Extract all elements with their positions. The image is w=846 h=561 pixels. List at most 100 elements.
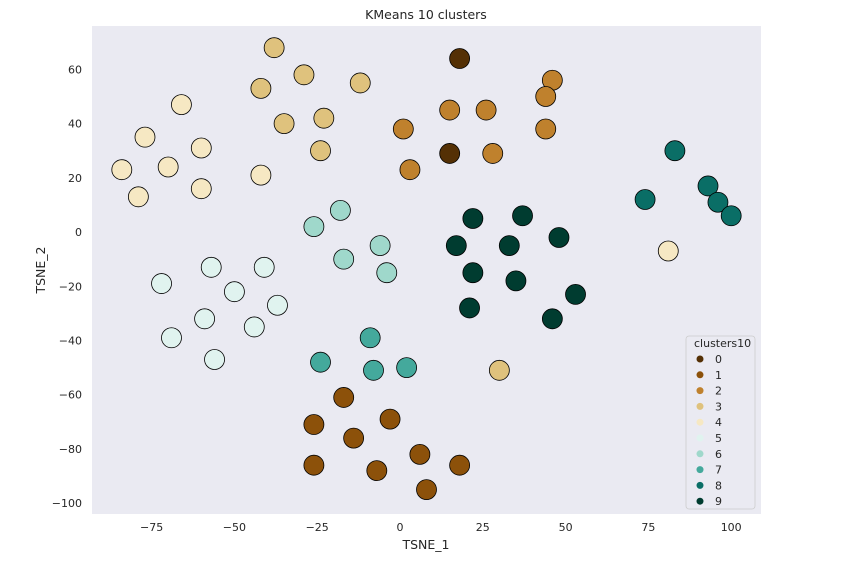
scatter-point-cluster-5	[194, 308, 216, 330]
scatter-point-cluster-1	[303, 414, 325, 435]
x-tick-label: −25	[306, 521, 329, 534]
x-tick-label: 50	[559, 521, 573, 534]
scatter-point-cluster-5	[204, 349, 225, 370]
y-tick-label: −60	[59, 389, 82, 402]
legend-box	[685, 335, 756, 510]
scatter-point-cluster-1	[416, 479, 437, 501]
scatter-point-cluster-4	[190, 178, 212, 200]
scatter-point-cluster-2	[392, 118, 414, 140]
scatter-point-cluster-4	[127, 186, 149, 208]
legend-marker-9	[696, 497, 704, 505]
scatter-point-cluster-9	[512, 205, 533, 227]
y-axis-label: TSNE_2	[33, 246, 48, 294]
scatter-point-cluster-6	[369, 235, 391, 257]
legend: clusters10 0 1 2 3 4 5 6 7 8 9	[685, 335, 756, 510]
legend-label-5: 5	[715, 432, 722, 445]
legend-marker-2	[696, 387, 704, 395]
scatter-point-cluster-2	[482, 143, 504, 164]
scatter-point-cluster-4	[157, 156, 179, 178]
y-tick-label: −20	[59, 280, 82, 293]
scatter-point-cluster-0	[439, 143, 461, 164]
scatter-point-cluster-3	[313, 107, 335, 129]
legend-label-1: 1	[715, 369, 722, 382]
scatter-point-cluster-2	[439, 99, 461, 121]
scatter-point-cluster-4	[190, 137, 212, 159]
scatter-point-cluster-1	[333, 387, 355, 408]
chart-title: KMeans 10 clusters	[365, 7, 487, 22]
scatter-point-cluster-5	[253, 256, 275, 278]
scatter-point-cluster-9	[565, 283, 586, 305]
y-tick-label: −80	[59, 443, 82, 456]
scatter-point-cluster-7	[310, 351, 331, 373]
scatter-point-cluster-9	[505, 270, 527, 292]
scatter-point-cluster-3	[263, 37, 285, 59]
scatter-points	[111, 37, 742, 501]
y-tick-label: 20	[68, 172, 82, 185]
legend-label-2: 2	[715, 385, 722, 398]
scatter-point-cluster-4	[171, 94, 192, 116]
legend-marker-4	[696, 418, 704, 426]
scatter-point-cluster-8	[664, 140, 686, 162]
scatter-point-cluster-3	[488, 359, 510, 381]
scatter-point-cluster-6	[333, 248, 355, 270]
scatter-point-cluster-5	[161, 327, 182, 349]
y-tick-label: −40	[59, 334, 82, 347]
scatter-point-cluster-9	[541, 308, 563, 330]
scatter-point-cluster-8	[697, 175, 719, 197]
scatter-point-cluster-5	[224, 281, 245, 303]
y-tick-label: 60	[68, 63, 82, 76]
legend-marker-1	[696, 371, 704, 379]
y-axis-ticks: −100 −80 −60 −40 −20 0 20 40 60	[52, 63, 82, 510]
scatter-point-cluster-7	[396, 357, 418, 379]
scatter-point-cluster-3	[250, 77, 272, 99]
scatter-point-cluster-1	[409, 443, 431, 465]
x-tick-label: 75	[641, 521, 655, 534]
y-tick-label: −100	[52, 497, 82, 510]
scatter-point-cluster-3	[293, 64, 315, 86]
x-axis-label: TSNE_1	[401, 537, 449, 552]
scatter-point-cluster-4	[111, 159, 133, 181]
scatter-point-cluster-8	[707, 191, 729, 213]
scatter-point-cluster-7	[359, 327, 381, 349]
legend-label-4: 4	[715, 416, 722, 429]
y-tick-label: 40	[68, 118, 82, 131]
legend-label-3: 3	[715, 400, 722, 413]
x-tick-label: −75	[140, 521, 163, 534]
scatter-point-cluster-1	[303, 454, 325, 476]
plot-background	[92, 26, 761, 514]
scatter-point-cluster-9	[498, 235, 520, 257]
x-tick-label: 0	[397, 521, 404, 534]
scatter-point-cluster-5	[151, 273, 172, 294]
scatter-point-cluster-0	[449, 48, 471, 69]
x-tick-label: 25	[476, 521, 490, 534]
scatter-point-cluster-6	[329, 199, 351, 221]
scatter-point-cluster-6	[303, 216, 325, 238]
scatter-point-cluster-8	[720, 205, 742, 227]
scatter-point-cluster-8	[634, 189, 656, 210]
scatter-point-cluster-5	[267, 294, 288, 316]
scatter-point-cluster-9	[459, 297, 480, 319]
legend-marker-3	[696, 402, 704, 410]
legend-label-7: 7	[715, 464, 722, 477]
scatter-point-cluster-4	[657, 240, 679, 262]
legend-marker-6	[696, 450, 704, 458]
legend-label-9: 9	[715, 495, 722, 508]
scatter-point-cluster-4	[134, 126, 156, 148]
scatter-point-cluster-1	[379, 408, 401, 430]
scatter-point-cluster-3	[273, 113, 295, 134]
scatter-point-cluster-2	[535, 86, 557, 107]
x-tick-label: 100	[721, 521, 742, 534]
legend-label-8: 8	[715, 479, 722, 492]
scatter-point-cluster-6	[376, 262, 398, 284]
scatter-point-cluster-7	[363, 359, 384, 381]
legend-label-6: 6	[715, 448, 722, 461]
legend-marker-7	[696, 466, 704, 474]
scatter-point-cluster-1	[449, 454, 471, 476]
scatter-point-cluster-9	[548, 227, 570, 248]
scatter-point-cluster-5	[243, 316, 265, 338]
x-tick-label: −50	[223, 521, 246, 534]
scatter-point-cluster-5	[200, 256, 222, 278]
scatter-point-cluster-2	[475, 99, 497, 121]
legend-title: clusters10	[694, 337, 751, 350]
